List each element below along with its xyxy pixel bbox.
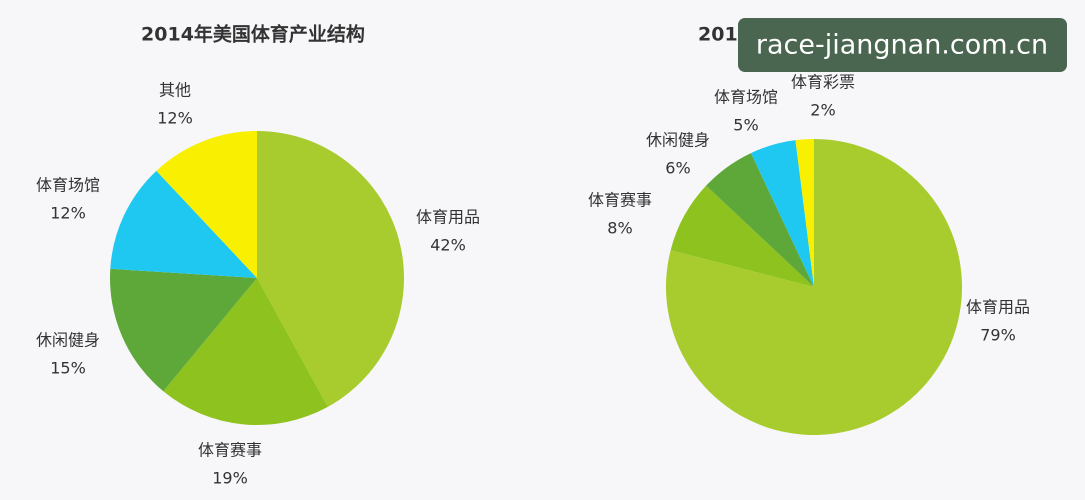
pie-slice [163, 278, 328, 425]
slice-label: 体育赛事 [198, 441, 262, 460]
slice-label: 体育场馆 [714, 88, 778, 107]
slice-label: 休闲健身 [36, 331, 100, 350]
value-label: 2% [810, 101, 835, 120]
slice-label: 体育用品 [966, 298, 1030, 317]
pie-slice [156, 131, 257, 278]
value-label: 8% [607, 219, 632, 238]
chart-title: 2014年美国体育产业结构 [141, 23, 365, 46]
value-label: 6% [665, 159, 690, 178]
value-label: 19% [212, 469, 248, 488]
pie-slice [666, 139, 963, 435]
pie-slice [110, 170, 257, 278]
pie-slice [750, 140, 814, 287]
value-label: 15% [50, 359, 86, 378]
value-label: 42% [430, 236, 466, 255]
value-label: 12% [50, 204, 86, 223]
pie-slice [109, 268, 257, 392]
slice-label: 体育彩票 [791, 73, 855, 92]
pie-slice [795, 139, 814, 287]
value-label: 5% [733, 116, 758, 135]
pie-slice [706, 153, 814, 287]
pie-slice [257, 131, 404, 407]
slice-label: 休闲健身 [646, 131, 710, 150]
watermark: race-jiangnan.com.cn [756, 30, 1048, 61]
plots: 体育用品 42% 体育赛事 19% 休闲健身 15% 体育场馆 12% 其他 12% 体育用品 79%… [36, 73, 1030, 488]
value-label: 12% [157, 109, 193, 128]
slice-label: 体育用品 [416, 208, 480, 227]
watermark-box [738, 18, 1067, 72]
value-label: 79% [980, 326, 1016, 345]
slice-label: 其他 [159, 81, 191, 100]
pie-slice [670, 185, 814, 287]
slice-label: 体育场馆 [36, 176, 100, 195]
slice-label: 体育赛事 [588, 191, 652, 210]
